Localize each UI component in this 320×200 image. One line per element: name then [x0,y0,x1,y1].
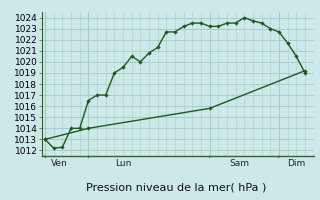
Text: Pression niveau de la mer( hPa ): Pression niveau de la mer( hPa ) [86,182,266,192]
Text: Ven: Ven [51,159,67,168]
Text: Dim: Dim [287,159,305,168]
Text: Sam: Sam [229,159,249,168]
Text: Lun: Lun [115,159,131,168]
